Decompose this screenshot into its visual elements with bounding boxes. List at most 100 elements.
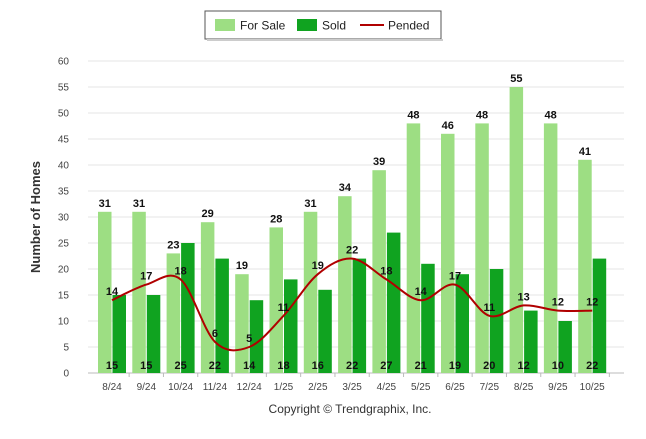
label-pended: 6 — [212, 328, 218, 340]
label-for-sale: 23 — [167, 239, 179, 251]
label-pended: 13 — [517, 291, 529, 303]
y-tick-label: 5 — [63, 343, 69, 354]
label-pended: 18 — [380, 265, 392, 277]
label-for-sale: 41 — [579, 146, 591, 158]
data-labels: 31 15 31 15 23 25 29 22 19 14 28 18 31 16 34 22 39 27 48 21… — [99, 73, 599, 372]
bar-sold — [284, 279, 298, 373]
label-sold: 22 — [209, 360, 221, 372]
legend-shadow — [207, 39, 443, 41]
x-tick-label: 11/24 — [203, 382, 228, 393]
x-tick-label: 8/24 — [102, 382, 122, 393]
bar-sold — [181, 243, 195, 373]
x-tick-label: 1/25 — [274, 382, 294, 393]
label-sold: 21 — [415, 360, 427, 372]
legend-label-sold[interactable]: Sold — [322, 19, 346, 33]
label-for-sale: 48 — [407, 109, 419, 121]
label-sold: 15 — [106, 360, 118, 372]
bar-sold — [592, 258, 607, 373]
label-sold: 27 — [380, 360, 392, 372]
label-for-sale: 31 — [99, 198, 111, 210]
bar-for-sale — [475, 123, 489, 374]
bar-sold — [558, 321, 572, 373]
label-sold: 22 — [586, 360, 598, 372]
bar-sold — [249, 300, 264, 373]
y-tick-label: 15 — [58, 291, 70, 302]
label-for-sale: 29 — [202, 208, 214, 220]
bar-sold — [352, 258, 367, 373]
bar-for-sale — [578, 159, 592, 373]
x-tick-label: 3/25 — [342, 382, 362, 393]
bar-sold — [489, 269, 504, 373]
label-sold: 18 — [277, 360, 289, 372]
bars — [98, 87, 607, 374]
y-tick-label: 20 — [58, 265, 70, 276]
bar-for-sale — [441, 133, 455, 373]
legend-swatch-sold — [297, 19, 317, 31]
label-sold: 20 — [483, 360, 495, 372]
y-tick-label: 50 — [58, 109, 70, 120]
bar-sold — [455, 274, 469, 373]
y-tick-label: 30 — [58, 213, 70, 224]
label-sold: 25 — [174, 360, 186, 372]
label-for-sale: 19 — [236, 260, 248, 272]
legend-swatch-for-sale — [215, 19, 235, 31]
label-for-sale: 46 — [442, 120, 454, 132]
bar-for-sale — [372, 170, 386, 373]
label-sold: 15 — [140, 360, 152, 372]
label-pended: 12 — [552, 297, 564, 309]
label-pended: 5 — [246, 333, 252, 345]
label-sold: 16 — [312, 360, 324, 372]
label-for-sale: 34 — [339, 182, 352, 194]
label-pended: 22 — [346, 245, 358, 257]
bar-for-sale — [406, 123, 421, 374]
y-tick-label: 40 — [58, 161, 70, 172]
label-pended: 19 — [312, 260, 324, 272]
x-tick-label: 10/25 — [580, 382, 605, 393]
bar-sold — [215, 258, 229, 373]
label-sold: 22 — [346, 360, 358, 372]
x-tick-label: 4/25 — [377, 382, 397, 393]
x-tick-label: 7/25 — [480, 382, 500, 393]
pended-line — [111, 257, 593, 352]
label-pended: 18 — [174, 265, 186, 277]
pended-series-line — [111, 257, 593, 352]
y-tick-label: 60 — [58, 57, 70, 68]
bar-sold — [318, 289, 332, 373]
bar-sold — [524, 310, 538, 373]
label-for-sale: 48 — [476, 109, 488, 121]
bar-sold — [386, 232, 401, 373]
y-tick-label: 55 — [58, 83, 70, 94]
legend-label-for-sale[interactable]: For Sale — [240, 19, 286, 33]
label-for-sale: 39 — [373, 156, 385, 168]
label-for-sale: 31 — [304, 198, 316, 210]
copyright-credit: Copyright © Trendgraphix, Inc. — [269, 402, 432, 416]
label-for-sale: 55 — [510, 73, 522, 85]
y-axis-title: Number of Homes — [28, 161, 43, 273]
bar-for-sale — [338, 196, 352, 373]
y-tick-label: 45 — [58, 135, 70, 146]
x-axis-ticks: 8/24 9/24 10/24 11/24 12/24 1/25 2/25 3/25 4/25 5… — [102, 373, 610, 393]
bar-for-sale — [235, 274, 249, 373]
label-pended: 14 — [415, 286, 428, 298]
y-tick-label: 25 — [58, 239, 70, 250]
bar-sold — [146, 295, 161, 373]
label-sold: 12 — [517, 360, 529, 372]
y-tick-label: 0 — [63, 369, 69, 380]
bar-for-sale — [166, 253, 181, 373]
label-pended: 11 — [278, 302, 290, 314]
label-pended: 17 — [449, 271, 461, 283]
x-tick-label: 2/25 — [308, 382, 328, 393]
label-for-sale: 28 — [270, 213, 282, 225]
x-tick-label: 10/24 — [168, 382, 193, 393]
x-tick-label: 5/25 — [411, 382, 431, 393]
legend-label-pended[interactable]: Pended — [388, 19, 429, 33]
bar-sold — [421, 263, 435, 373]
y-axis-ticks: 0 5 10 15 20 25 30 35 40 45 50 55 60 — [58, 57, 70, 380]
bar-sold — [112, 295, 126, 373]
y-tick-label: 10 — [58, 317, 70, 328]
x-tick-label: 9/25 — [548, 382, 568, 393]
label-pended: 17 — [140, 271, 152, 283]
x-tick-label: 12/24 — [237, 382, 262, 393]
